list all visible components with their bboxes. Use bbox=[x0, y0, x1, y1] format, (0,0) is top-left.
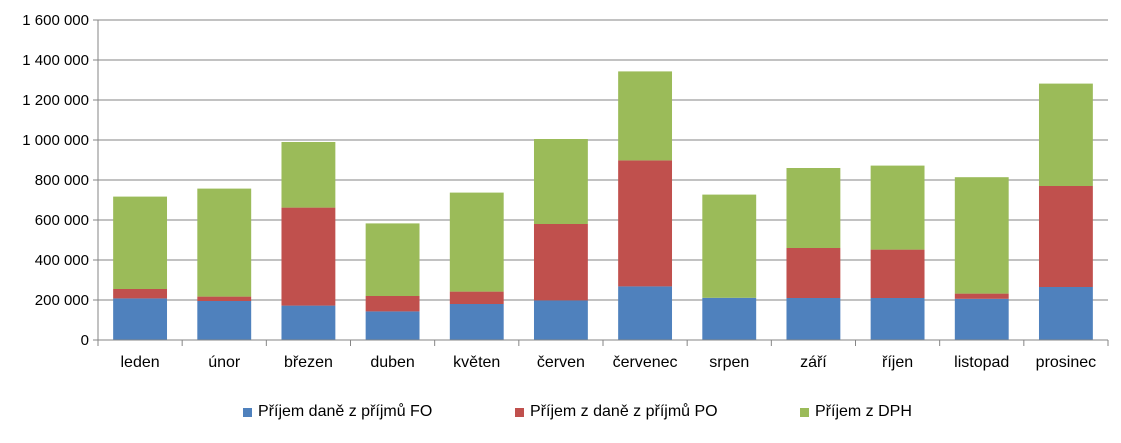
y-tick-label: 1 600 000 bbox=[22, 12, 89, 29]
bar-segment-dph bbox=[365, 223, 420, 296]
bar-segment-fo bbox=[954, 298, 1009, 340]
bar-segment-po bbox=[1038, 186, 1093, 287]
legend-swatch-fo bbox=[243, 407, 252, 417]
x-tick-label: září bbox=[800, 354, 827, 371]
bar-segment-dph bbox=[197, 188, 252, 297]
bar-segment-fo bbox=[113, 298, 168, 340]
bar-segment-fo bbox=[1038, 287, 1093, 340]
y-tick-label: 1 000 000 bbox=[22, 132, 89, 149]
legend-label-fo: Příjem daně z příjmů FO bbox=[258, 403, 433, 420]
bar-segment-po bbox=[618, 160, 673, 287]
x-tick-label: duben bbox=[370, 354, 415, 371]
bar-segment-fo bbox=[870, 298, 925, 340]
y-tick-label: 800 000 bbox=[35, 172, 89, 189]
bar-segment-po bbox=[197, 296, 252, 301]
x-tick-label: červen bbox=[537, 354, 585, 371]
bar-segment-dph bbox=[449, 192, 504, 292]
bar-segment-po bbox=[113, 289, 168, 299]
x-tick-label: listopad bbox=[954, 354, 1009, 371]
stacked-bar-chart: 0 200 000 400 000 600 000 800 000 1 000 000 1 … bbox=[22, 12, 1109, 371]
bar-segment-dph bbox=[870, 165, 925, 250]
bar-segment-fo bbox=[618, 286, 673, 340]
bar-segment-po bbox=[449, 291, 504, 304]
legend-swatch-po bbox=[515, 407, 524, 417]
bar-segment-po bbox=[365, 296, 420, 312]
bar-segment-fo bbox=[197, 301, 252, 340]
x-tick-label: květen bbox=[453, 354, 500, 371]
y-tick-label: 200 000 bbox=[35, 292, 89, 309]
bar-segment-fo bbox=[533, 300, 588, 340]
bar-segment-po bbox=[870, 249, 925, 298]
bar-segment-dph bbox=[702, 194, 757, 298]
y-tick-label: 0 bbox=[81, 332, 89, 349]
x-tick-label: červenec bbox=[613, 354, 678, 371]
bar-segment-dph bbox=[618, 71, 673, 161]
bar-segment-fo bbox=[365, 311, 420, 340]
bar-segment-fo bbox=[786, 298, 841, 340]
x-tick-label: srpen bbox=[709, 354, 749, 371]
bar-segment-po bbox=[281, 207, 336, 306]
bar-segment-po bbox=[954, 293, 1009, 299]
bar-segment-po bbox=[533, 224, 588, 301]
x-tick-label: leden bbox=[121, 354, 160, 371]
bar-segment-dph bbox=[533, 139, 588, 224]
y-tick-label: 1 400 000 bbox=[22, 52, 89, 69]
legend: Příjem daně z příjmů FO Příjem z daně z … bbox=[0, 403, 1121, 433]
bar-segment-po bbox=[786, 248, 841, 298]
bar-segment-dph bbox=[281, 142, 336, 208]
legend-label-po: Příjem z daně z příjmů PO bbox=[530, 403, 718, 420]
legend-item-fo: Příjem daně z příjmů FO bbox=[243, 403, 432, 421]
y-tick-label: 400 000 bbox=[35, 252, 89, 269]
bar-segment-dph bbox=[786, 168, 841, 248]
y-tick-label: 1 200 000 bbox=[22, 92, 89, 109]
bar-segment-dph bbox=[954, 177, 1009, 294]
x-tick-label: únor bbox=[208, 354, 241, 371]
legend-item-po: Příjem z daně z příjmů PO bbox=[515, 403, 718, 421]
legend-item-dph: Příjem z DPH bbox=[800, 403, 912, 421]
y-tick-label: 600 000 bbox=[35, 212, 89, 229]
x-tick-label: březen bbox=[284, 354, 333, 371]
bar-segment-dph bbox=[1038, 83, 1093, 186]
x-tick-label: říjen bbox=[882, 354, 913, 371]
legend-label-dph: Příjem z DPH bbox=[815, 403, 912, 420]
x-tick-label: prosinec bbox=[1036, 354, 1096, 371]
bar-segment-fo bbox=[281, 305, 336, 340]
bar-segment-fo bbox=[449, 304, 504, 340]
bar-segment-fo bbox=[702, 297, 757, 340]
legend-swatch-dph bbox=[800, 407, 809, 417]
bar-segment-dph bbox=[113, 196, 168, 289]
